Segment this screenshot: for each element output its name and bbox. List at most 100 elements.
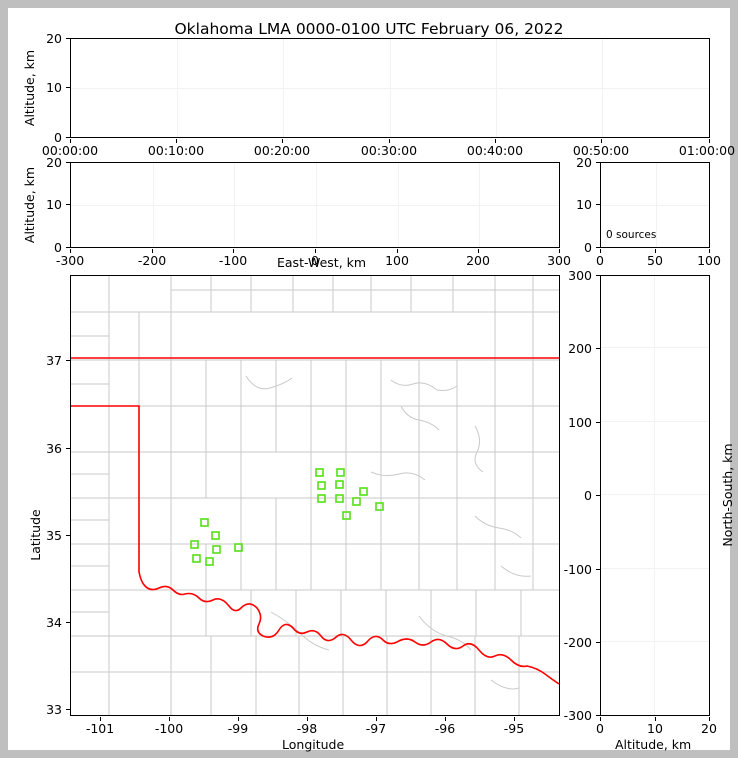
y-tick-label: 20 [46,30,62,46]
axis-tick [66,247,70,248]
x-tick-label: 10 [647,721,663,736]
y-tick-label: 10 [576,196,592,212]
page-title: Oklahoma LMA 0000-0100 UTC February 06, … [174,20,564,38]
y-tick-label: 34 [46,614,62,630]
y-tick-label: 10 [46,79,62,95]
source-count-annotation: 0 sources [606,229,657,241]
lma-source-markers [190,468,384,566]
x-tick-label: 50 [647,253,663,268]
x-tick-label: -96 [434,721,456,736]
y-tick-label: 0 [54,239,62,255]
axis-tick [478,249,479,253]
axis-tick [66,622,70,623]
axis-tick [100,717,101,721]
axis-tick [376,717,377,721]
axis-tick [152,249,153,253]
axis-tick [596,162,600,163]
x-tick-label: 01:00:00 [678,143,736,158]
gridline [71,88,709,89]
x-tick-label: 300 [547,253,571,268]
x-tick-label: 00:50:00 [572,143,630,158]
x-tick-label: 00:10:00 [147,143,205,158]
y-tick-label: 33 [46,701,62,717]
x-tick-label: 00:00:00 [41,143,99,158]
axis-tick [596,422,600,423]
axis-tick [655,249,656,253]
x-tick-label: 00:40:00 [466,143,524,158]
x-tick-label: -101 [85,721,115,736]
axis-tick [596,642,600,643]
map-graphic [71,276,559,715]
right-y-tick-label: -300 [563,707,592,723]
axis-tick [495,139,496,143]
y-tick-label: 0 [584,239,592,255]
axis-tick [655,717,656,721]
right-y-tick-label: 200 [568,340,592,356]
axis-tick [238,717,239,721]
axis-tick [66,162,70,163]
x-tick-label: -100 [154,721,184,736]
panel-east-west-vs-altitude[interactable] [70,162,560,248]
gridline [601,421,709,422]
axis-tick [514,717,515,721]
x-tick-label: -98 [296,721,318,736]
axis-tick [389,139,390,143]
axis-tick [233,249,234,253]
gridline [71,205,559,206]
county-boundaries [71,276,559,715]
axis-tick [596,275,600,276]
x-tick-label: 00:30:00 [360,143,418,158]
axis-tick [70,249,71,253]
axis-tick [282,139,283,143]
x-tick-label: -200 [137,253,167,268]
right-y-axis-label: North-South, km [720,443,735,547]
right-y-tick-label: 100 [568,414,592,430]
axis-tick [169,717,170,721]
axis-tick [176,139,177,143]
axis-tick [709,717,710,721]
axis-tick [445,717,446,721]
x-axis-label: Altitude, km [615,737,692,752]
right-y-tick-label: -200 [563,634,592,650]
figure-canvas: Oklahoma LMA 0000-0100 UTC February 06, … [8,8,735,752]
axis-tick [66,38,70,39]
right-y-tick-label: 0 [584,487,592,503]
y-tick-label: 10 [46,196,62,212]
x-tick-label: -100 [218,253,248,268]
panel-north-south-vs-altitude[interactable] [600,275,710,716]
x-tick-label: 0 [596,721,604,736]
right-y-tick-label: 300 [568,267,592,283]
axis-tick [601,139,602,143]
x-axis-label: East-West, km [277,255,367,270]
axis-tick [600,717,601,721]
axis-tick [315,249,316,253]
axis-tick [709,139,710,143]
y-tick-label: 20 [46,154,62,170]
x-tick-label: -95 [503,721,525,736]
x-tick-label: 0 [596,253,604,268]
axis-tick [397,249,398,253]
axis-tick [307,717,308,721]
x-tick-label: -97 [365,721,387,736]
panel-source-histogram[interactable]: 0 sources [600,162,710,248]
axis-tick [66,360,70,361]
axis-tick [66,535,70,536]
axis-tick [66,709,70,710]
y-axis-label: Altitude, km [22,49,37,127]
y-axis-label: Latitude [28,509,43,561]
axis-tick [66,87,70,88]
axis-tick [66,204,70,205]
x-tick-label: 200 [466,253,490,268]
x-tick-label: 0 [311,253,319,268]
y-tick-label: 36 [46,440,62,456]
panel-plan-view-map[interactable] [70,275,560,716]
x-tick-label: 100 [697,253,721,268]
axis-tick [596,247,600,248]
gridline [601,641,709,642]
axis-tick [596,495,600,496]
axis-tick [66,137,70,138]
panel-time-vs-altitude[interactable] [70,38,710,138]
gridline [654,276,655,715]
y-tick-label: 37 [46,352,62,368]
axis-tick [596,715,600,716]
